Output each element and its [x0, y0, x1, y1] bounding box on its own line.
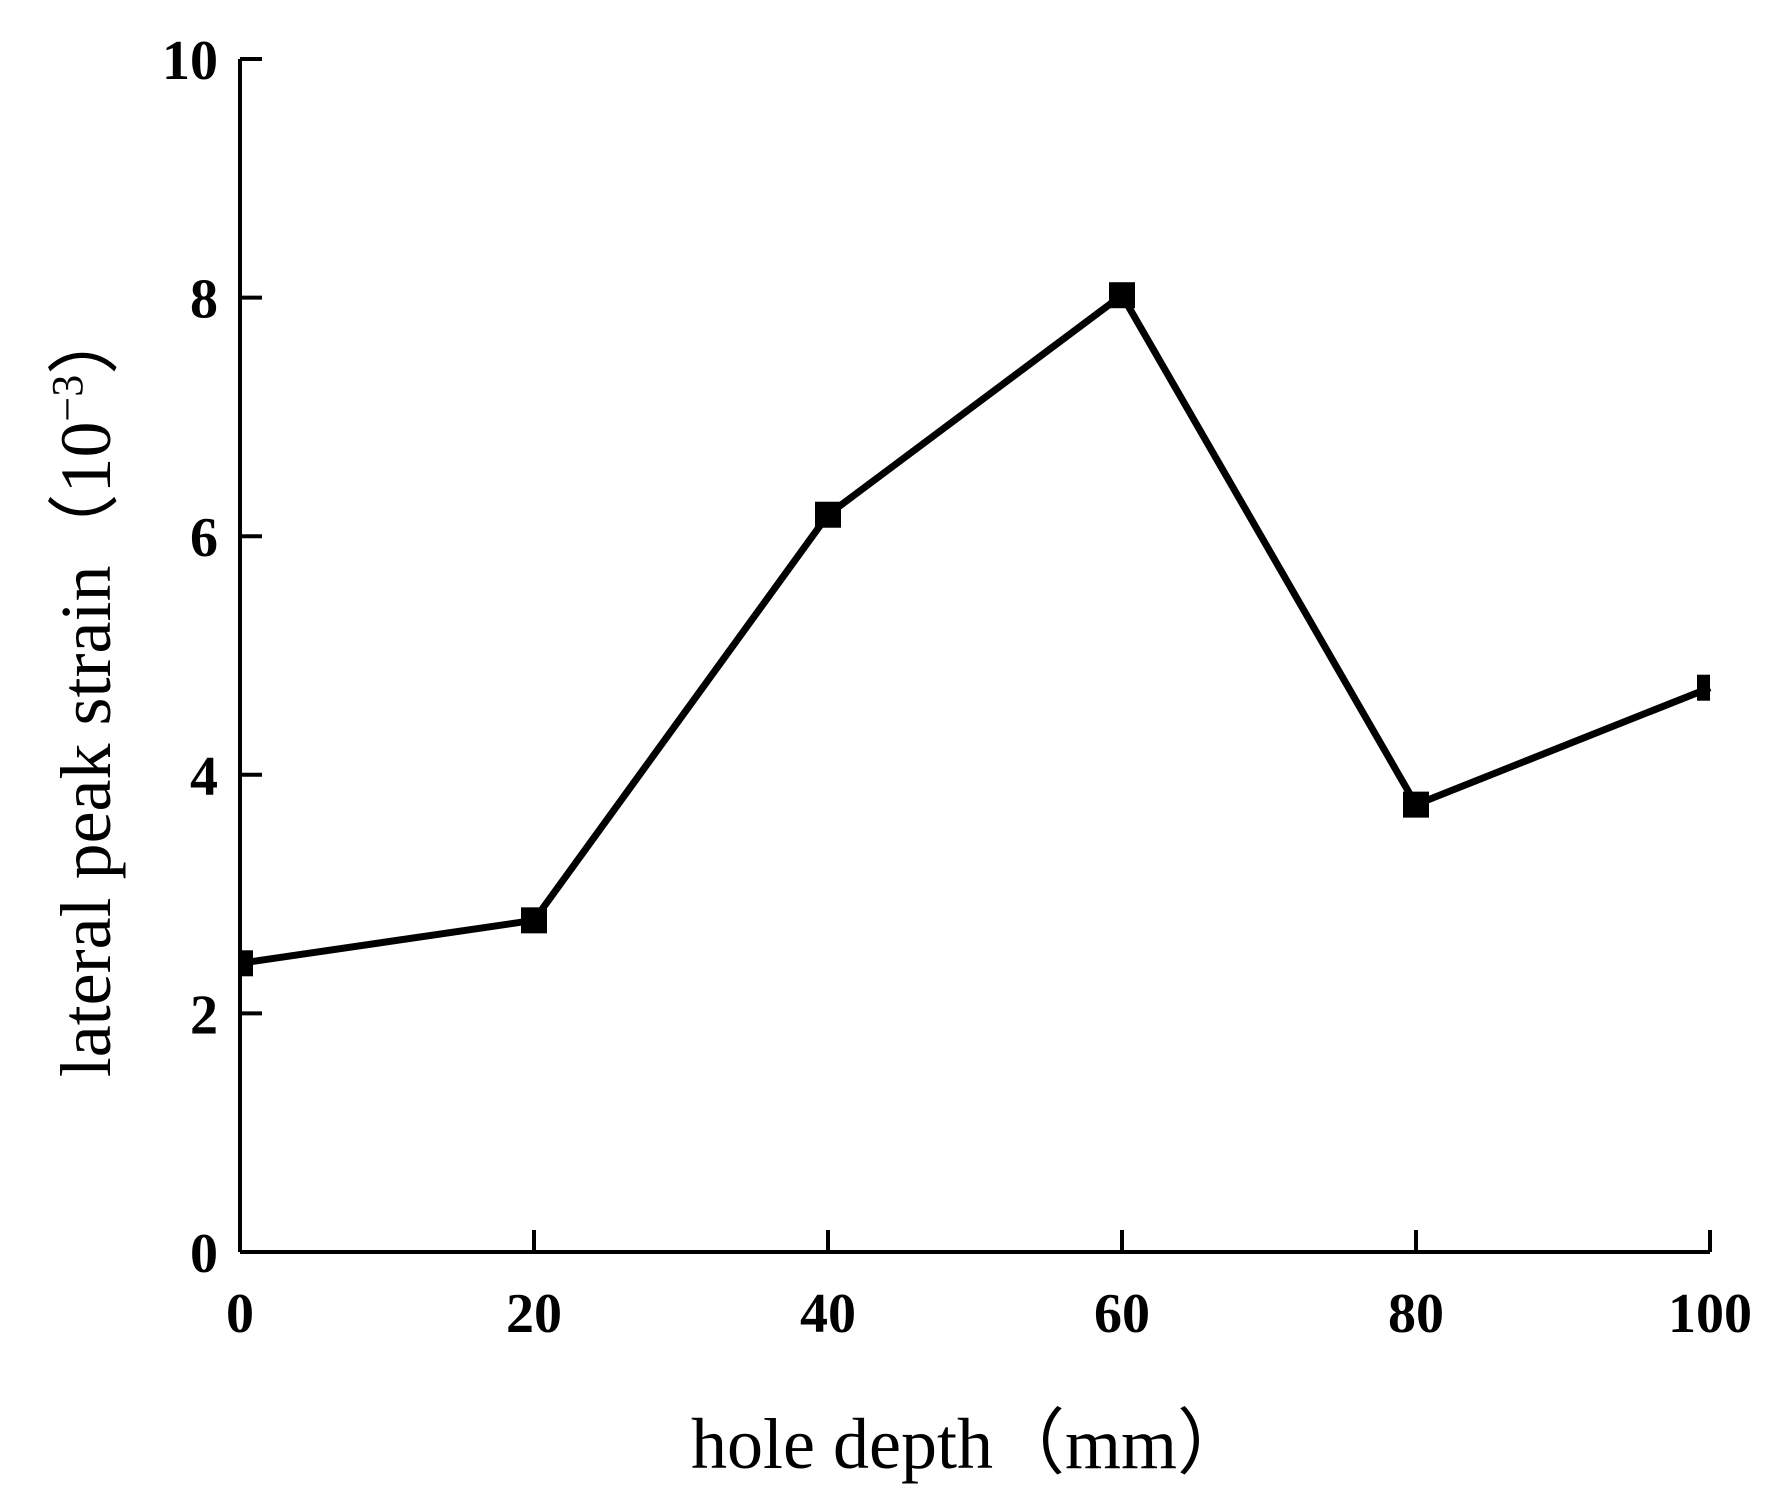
axes — [238, 59, 1710, 1254]
series-line-0 — [239, 291, 1712, 967]
x-axis-title: hole depth（mm） — [691, 1404, 1249, 1484]
x-tick-label-3: 60 — [1094, 1283, 1150, 1345]
y-tick-label-3: 6 — [190, 507, 218, 569]
y-axis-title-main: lateral peak strain（10 — [46, 422, 126, 1078]
y-axis-title: lateral peak strain（10−3） — [43, 303, 126, 1078]
data-point-3 — [1109, 282, 1135, 309]
y-tick-label-1: 2 — [190, 984, 218, 1046]
y-axis-title-tail: ） — [46, 303, 126, 375]
x-tick-label-5: 100 — [1668, 1283, 1752, 1345]
data-point-0 — [240, 950, 253, 977]
x-tick-label-1: 20 — [506, 1283, 562, 1345]
y-tick-label-0: 0 — [190, 1223, 218, 1285]
y-tick-label-5: 10 — [162, 30, 218, 92]
data-point-2 — [815, 501, 841, 528]
data-point-1 — [521, 907, 547, 934]
x-tick-label-4: 80 — [1388, 1283, 1444, 1345]
y-tick-label-2: 4 — [190, 746, 218, 808]
data-point-4 — [1403, 791, 1429, 818]
y-tick-label-4: 8 — [190, 269, 218, 331]
data-point-5 — [1697, 674, 1710, 701]
y-axis-title-superscript: −3 — [43, 375, 92, 422]
series — [239, 282, 1712, 977]
x-tick-label-2: 40 — [800, 1283, 856, 1345]
x-tick-label-0: 0 — [226, 1283, 254, 1345]
